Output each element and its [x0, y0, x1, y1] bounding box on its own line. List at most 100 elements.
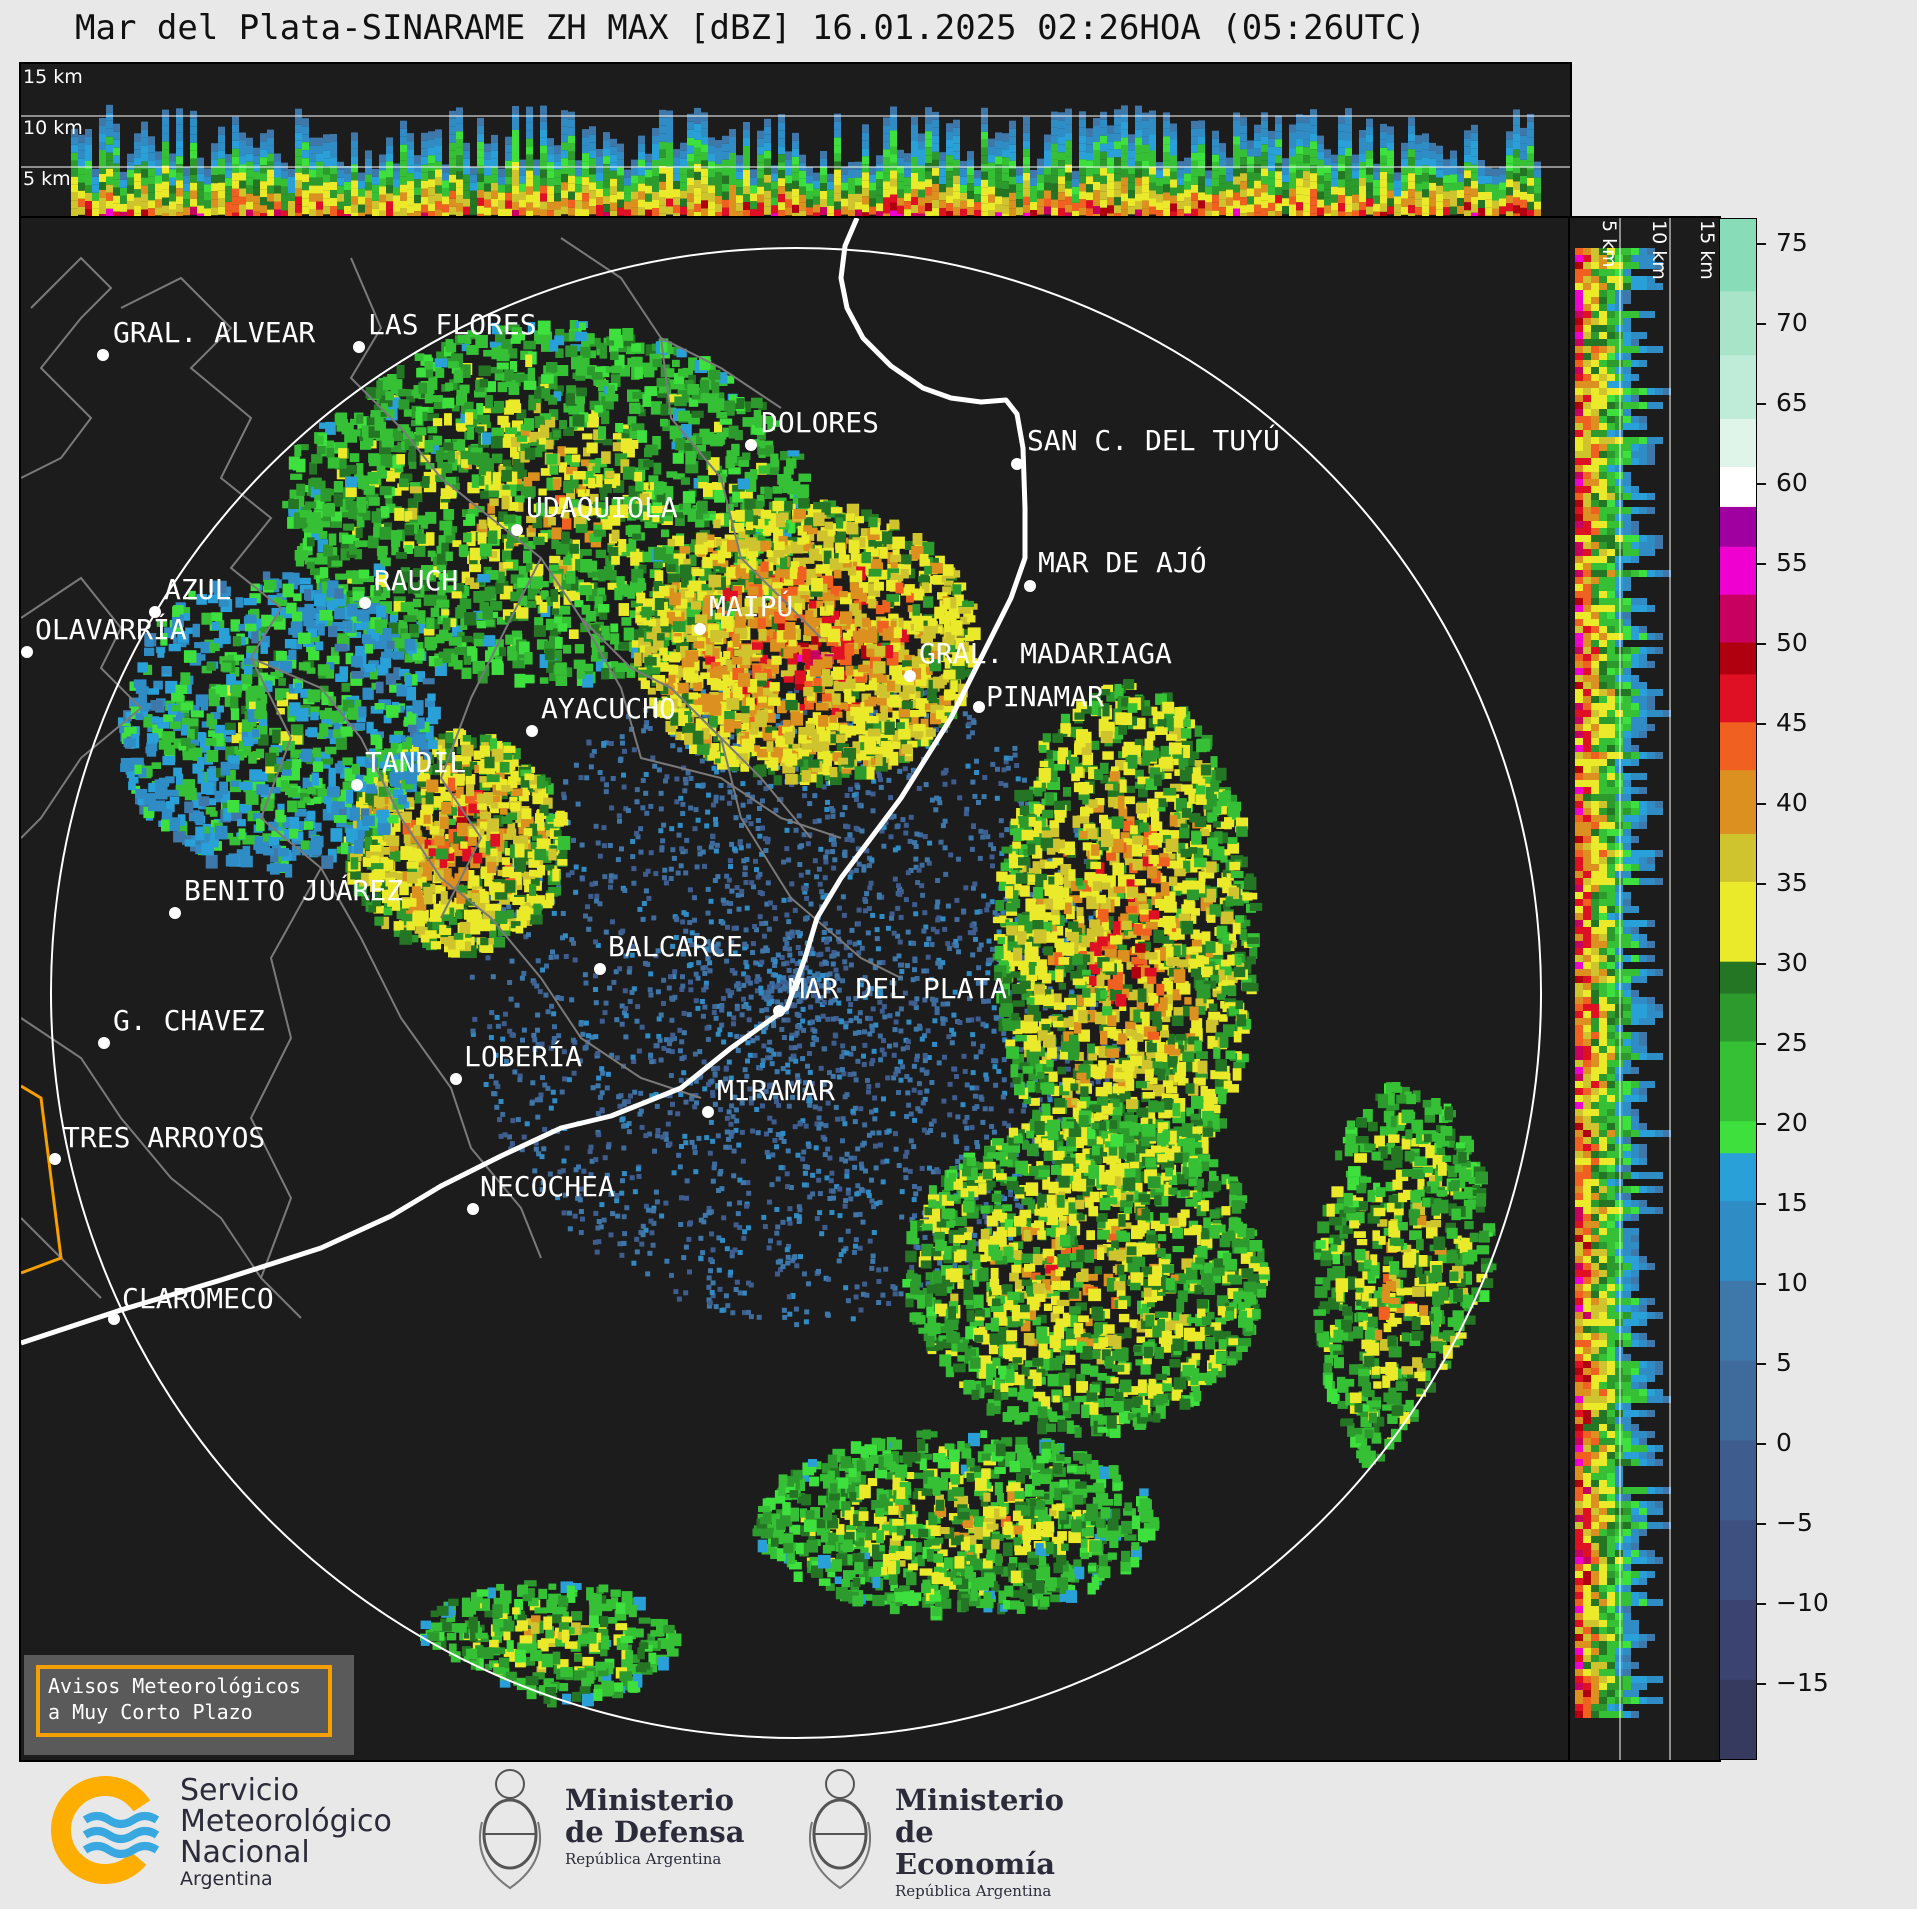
- echo-cell: [782, 983, 788, 989]
- echo-cell: [1436, 201, 1443, 210]
- echo-cell: [809, 1081, 815, 1087]
- echo-cell: [592, 1239, 598, 1245]
- echo-cell: [547, 170, 554, 179]
- echo-cell: [148, 136, 155, 145]
- echo-cell: [816, 1115, 822, 1121]
- echo-cell: [889, 911, 895, 917]
- echo-cell: [935, 917, 941, 923]
- echo-cell: [918, 189, 925, 198]
- echo-cell: [484, 191, 491, 200]
- echo-cell: [1023, 180, 1030, 189]
- echo-cell: [1205, 186, 1212, 195]
- echo-cell: [225, 162, 232, 171]
- echo-cell: [778, 194, 785, 203]
- echo-cell: [652, 192, 659, 200]
- echo-cell: [883, 189, 890, 198]
- echo-cell: [998, 818, 1004, 824]
- echo-cell: [952, 1263, 958, 1269]
- echo-cell: [578, 1230, 584, 1235]
- echo-cell: [645, 961, 651, 967]
- echo-cell: [786, 934, 792, 940]
- echo-cell: [148, 208, 155, 217]
- echo-cell: [754, 1035, 760, 1041]
- echo-cell: [1177, 185, 1184, 194]
- echo-cell: [720, 920, 726, 926]
- echo-cell: [921, 690, 927, 696]
- echo-cell: [421, 180, 428, 189]
- echo-cell: [526, 932, 531, 938]
- echo-cell: [1016, 167, 1023, 176]
- echo-cell: [767, 1083, 772, 1089]
- echo-cell: [498, 208, 505, 217]
- echo-cell: [773, 1094, 779, 1100]
- echo-cell: [821, 1081, 827, 1087]
- echo-cell: [1093, 182, 1100, 190]
- echo-cell: [577, 1197, 583, 1203]
- echo-cell: [1513, 205, 1520, 214]
- echo-cell: [1015, 1202, 1021, 1208]
- echo-cell: [843, 1020, 849, 1026]
- echo-cell: [547, 194, 554, 203]
- echo-cell: [1317, 143, 1324, 152]
- echo-cell: [316, 185, 323, 194]
- echo-cell: [517, 1077, 523, 1083]
- echo-cell: [190, 174, 197, 183]
- echo-cell: [1191, 160, 1198, 169]
- echo-cell: [515, 1117, 521, 1123]
- echo-cell: [1408, 181, 1415, 190]
- echo-cell: [769, 1061, 775, 1067]
- echo-cell: [1191, 168, 1198, 177]
- echo-cell: [824, 892, 830, 898]
- echo-cell: [764, 118, 771, 127]
- echo-cell: [970, 1032, 976, 1038]
- echo-cell: [1240, 181, 1247, 190]
- echo-cell: [673, 173, 680, 182]
- echo-cell: [995, 766, 1000, 772]
- echo-cell: [1057, 869, 1063, 875]
- echo-cell: [1303, 171, 1310, 180]
- echo-cell: [582, 193, 589, 202]
- echo-cell: [435, 193, 442, 202]
- echo-cell: [610, 776, 616, 781]
- echo-cell: [810, 1172, 816, 1178]
- echo-cell: [939, 152, 946, 161]
- echo-cell: [1121, 153, 1128, 162]
- echo-cell: [486, 895, 492, 901]
- echo-cell: [951, 1012, 957, 1018]
- echo-cell: [1121, 145, 1128, 154]
- echo-cell: [912, 967, 917, 973]
- echo-cell: [943, 871, 949, 877]
- echo-cell: [883, 141, 890, 150]
- echo-cell: [981, 147, 988, 156]
- echo-cell: [820, 207, 827, 215]
- echo-cell: [225, 186, 232, 195]
- echo-cell: [785, 1062, 791, 1068]
- echo-cell: [680, 142, 687, 151]
- echo-cell: [834, 153, 841, 162]
- echo-cell: [848, 202, 855, 210]
- echo-cell: [1037, 1097, 1043, 1103]
- echo-cell: [372, 208, 379, 217]
- echo-cell: [785, 931, 791, 937]
- echo-cell: [814, 1216, 820, 1222]
- echo-cell: [449, 166, 456, 175]
- echo-cell: [771, 1023, 777, 1029]
- echo-cell: [910, 977, 916, 983]
- echo-cell: [1373, 179, 1380, 188]
- echo-cell: [898, 914, 904, 920]
- echo-cell: [698, 1255, 704, 1261]
- echo-cell: [909, 1264, 915, 1270]
- echo-cell: [1317, 151, 1324, 160]
- echo-cell: [767, 1055, 773, 1061]
- echo-cell: [848, 1018, 854, 1024]
- echo-cell: [544, 963, 549, 969]
- echo-cell: [897, 768, 903, 774]
- echo-cell: [106, 200, 113, 209]
- echo-cell: [358, 204, 365, 213]
- echo-cell: [724, 873, 730, 879]
- echo-cell: [745, 1058, 750, 1064]
- echo-cell: [593, 823, 599, 829]
- echo-cell: [789, 929, 795, 935]
- echo-cell: [904, 963, 910, 969]
- echo-cell: [861, 867, 867, 873]
